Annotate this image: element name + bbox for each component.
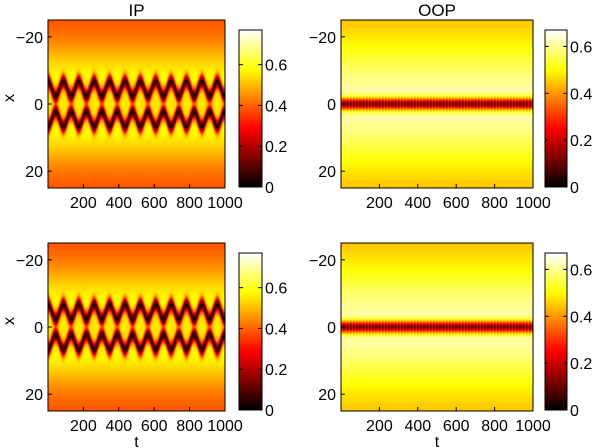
x-tick-label: 200 — [70, 418, 97, 435]
y-tick-label: −20 — [16, 30, 43, 47]
x-tick-label: 800 — [481, 195, 508, 212]
colorbar-tick-label: 0 — [265, 403, 274, 420]
colorbar-tick-label: 0.4 — [265, 321, 287, 338]
heatmap-image — [48, 20, 225, 188]
x-tick-label: 1000 — [207, 195, 243, 212]
colorbar-tick-label: 0.2 — [265, 139, 287, 156]
y-tick-label: −20 — [309, 253, 336, 270]
x-tick-label: 200 — [366, 195, 393, 212]
chart-panel-1: 200 400 600 800 1000 −20 0 20 OOP 0 0.2 0.4 0.6 — [309, 1, 592, 212]
x-tick-label: 600 — [443, 418, 470, 435]
colorbar — [238, 252, 263, 411]
colorbar-tick-label: 0.2 — [570, 133, 592, 150]
y-tick-label: 20 — [318, 387, 336, 404]
y-tick-label: 20 — [25, 164, 43, 181]
y-tick-label: −20 — [309, 30, 336, 47]
y-tick-label: 0 — [327, 320, 336, 337]
colorbar-tick-label: 0.6 — [265, 281, 287, 298]
colorbar-tick-label: 0.6 — [265, 58, 287, 75]
x-tick-label: 400 — [105, 418, 132, 435]
x-tick-label: 1000 — [207, 418, 243, 435]
colorbar-tick-label: 0.4 — [265, 98, 287, 115]
x-tick-label: 800 — [481, 418, 508, 435]
heatmap-image — [48, 243, 225, 411]
x-axis-label: t — [134, 434, 139, 448]
heatmap-image — [341, 20, 533, 188]
x-tick-label: 200 — [366, 418, 393, 435]
y-axis-label: x — [1, 317, 18, 325]
y-tick-label: −20 — [16, 253, 43, 270]
colorbar — [544, 252, 568, 411]
x-tick-label: 600 — [443, 195, 470, 212]
y-tick-label: 20 — [25, 387, 43, 404]
x-tick-label: 600 — [141, 418, 168, 435]
x-tick-label: 600 — [141, 195, 168, 212]
heatmap-image — [341, 243, 533, 411]
colorbar-tick-label: 0 — [570, 180, 579, 197]
y-axis-label: x — [1, 94, 18, 102]
colorbar — [238, 29, 263, 188]
colorbar-tick-label: 0.6 — [570, 39, 592, 56]
x-tick-label: 400 — [404, 195, 431, 212]
colorbar-tick-label: 0.4 — [570, 86, 592, 103]
y-tick-label: 0 — [34, 97, 43, 114]
colorbar — [544, 29, 568, 188]
x-axis-label: t — [435, 434, 440, 448]
y-tick-label: 0 — [327, 97, 336, 114]
chart-panel-0: 200 400 600 800 1000 −20 0 20 IP x 0 0.2 0.4 0.6 — [1, 1, 287, 212]
y-tick-label: 0 — [34, 320, 43, 337]
colorbar-tick-label: 0.6 — [570, 262, 592, 279]
x-tick-label: 200 — [70, 195, 97, 212]
colorbar-tick-label: 0 — [265, 180, 274, 197]
chart-title: IP — [128, 1, 144, 20]
colorbar-tick-label: 0.2 — [265, 362, 287, 379]
x-tick-label: 400 — [404, 418, 431, 435]
x-tick-label: 400 — [105, 195, 132, 212]
y-tick-label: 20 — [318, 164, 336, 181]
x-tick-label: 800 — [176, 195, 203, 212]
chart-panel-2: 200 400 600 800 1000 −20 0 20 x t 0 0.2 0.4 0.6 — [1, 242, 287, 448]
x-tick-label: 1000 — [515, 195, 551, 212]
chart-title: OOP — [418, 1, 456, 20]
colorbar-tick-label: 0 — [570, 403, 579, 420]
colorbar-tick-label: 0.2 — [570, 356, 592, 373]
colorbar-tick-label: 0.4 — [570, 309, 592, 326]
chart-panel-3: 200 400 600 800 1000 −20 0 20 t 0 0.2 0.4 0.6 — [309, 242, 592, 448]
x-tick-label: 800 — [176, 418, 203, 435]
x-tick-label: 1000 — [515, 418, 551, 435]
